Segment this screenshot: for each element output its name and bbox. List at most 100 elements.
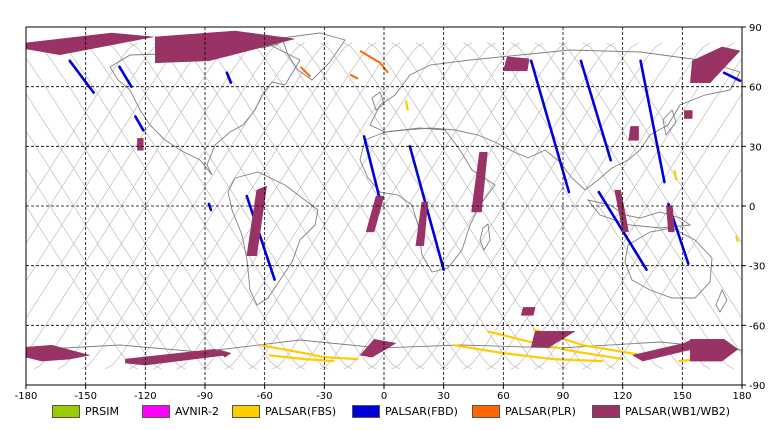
coastline-japan xyxy=(662,109,677,137)
x-tick-label: -150 xyxy=(74,391,97,400)
fbd-swath xyxy=(245,194,276,281)
legend-label-palsar-fbs: PALSAR(FBS) xyxy=(265,404,337,418)
y-tick-label: -30 xyxy=(749,262,765,273)
plr-swath xyxy=(349,73,359,80)
fbs-swath xyxy=(453,344,603,363)
wb-swath xyxy=(530,331,576,348)
coastline-antarctica xyxy=(26,339,742,385)
legend-swatch-palsar-plr xyxy=(472,404,500,418)
legend-item-prsim: PRSIM xyxy=(52,401,119,421)
legend: PRSIM AVNIR-2 PALSAR(FBS) PALSAR(FBD) PA… xyxy=(0,401,770,423)
legend-label-palsar-wb: PALSAR(WB1/WB2) xyxy=(625,404,731,418)
fbd-swath xyxy=(722,71,742,82)
x-tick-label: 60 xyxy=(497,391,510,400)
legend-item-palsar-wb: PALSAR(WB1/WB2) xyxy=(592,401,730,421)
wb-swath xyxy=(502,56,530,72)
y-tick-label: -60 xyxy=(749,321,765,332)
orbit-track xyxy=(57,42,281,370)
wb-swath xyxy=(666,205,675,233)
plr-swath xyxy=(359,50,389,74)
fbs-swath xyxy=(673,169,678,181)
wb-swath xyxy=(246,185,268,256)
x-tick-label: -120 xyxy=(134,391,157,400)
legend-swatch-palsar-fbs xyxy=(232,404,260,418)
legend-label-avnir2: AVNIR-2 xyxy=(175,404,219,418)
x-tick-label: 30 xyxy=(437,391,450,400)
legend-item-palsar-fbd: PALSAR(FBD) xyxy=(352,401,458,421)
orbit-track xyxy=(248,42,472,370)
legend-label-palsar-plr: PALSAR(PLR) xyxy=(505,404,576,418)
palsar-wb-coverage xyxy=(26,30,741,366)
x-tick-label: -60 xyxy=(256,391,272,400)
wb-swath xyxy=(359,339,397,358)
wb-swath xyxy=(690,339,739,362)
legend-item-avnir2: AVNIR-2 xyxy=(142,401,219,421)
wb-swath xyxy=(628,126,639,141)
wb-swath xyxy=(155,30,295,64)
latitude-tick-labels: 90 60 30 0 -30 -60 -90 xyxy=(742,23,765,392)
fbd-swath xyxy=(134,115,145,132)
wb-swath xyxy=(520,307,536,316)
y-tick-label: 30 xyxy=(749,142,762,153)
fbs-swath xyxy=(734,235,740,243)
graticule xyxy=(26,27,742,385)
longitude-tick-labels: -180 -150 -120 -90 -60 -30 0 30 60 90 120 150 180 xyxy=(15,385,752,400)
fbs-swath xyxy=(268,354,335,363)
fbd-swath xyxy=(68,59,95,94)
x-tick-label: 0 xyxy=(381,391,387,400)
legend-swatch-palsar-wb xyxy=(592,404,620,418)
orbit-track xyxy=(129,42,353,370)
orbit-track xyxy=(33,42,257,370)
x-tick-label: -90 xyxy=(197,391,213,400)
orbit-track xyxy=(463,42,687,370)
fbd-swath xyxy=(639,59,666,184)
y-tick-label: 0 xyxy=(749,202,755,213)
legend-label-prsim: PRSIM xyxy=(85,404,119,418)
coastline-madagascar xyxy=(479,223,491,252)
x-tick-label: 180 xyxy=(732,391,751,400)
coastline-south-america xyxy=(227,171,319,306)
wb-swath xyxy=(137,138,144,151)
wb-swath xyxy=(365,195,385,233)
x-tick-label: 90 xyxy=(557,391,570,400)
fbd-swath xyxy=(118,65,133,88)
wb-swath xyxy=(125,348,226,366)
coastline-africa xyxy=(359,127,496,273)
orbit-track xyxy=(153,42,377,370)
wb-swath xyxy=(216,348,232,358)
fbd-swath xyxy=(362,135,382,202)
fbs-swath xyxy=(260,344,359,361)
legend-item-palsar-plr: PALSAR(PLR) xyxy=(472,401,576,421)
wb-swath xyxy=(26,32,154,56)
x-tick-label: 120 xyxy=(613,391,632,400)
x-tick-label: -30 xyxy=(316,391,332,400)
fbd-swath xyxy=(225,71,233,84)
fbd-swath xyxy=(529,59,571,194)
wb-swath xyxy=(684,110,693,119)
fbd-swath xyxy=(207,202,213,212)
legend-swatch-prsim xyxy=(52,404,80,418)
fbs-swath xyxy=(404,100,409,111)
x-tick-label: 150 xyxy=(673,391,692,400)
orbit-track xyxy=(582,42,742,282)
y-tick-label: -90 xyxy=(749,381,765,392)
coastline-eurasia xyxy=(369,49,741,191)
wb-swath xyxy=(415,201,429,247)
y-tick-label: 60 xyxy=(749,83,762,94)
legend-item-palsar-fbs: PALSAR(FBS) xyxy=(232,401,336,421)
x-tick-label: -180 xyxy=(15,391,38,400)
coverage-map: -180 -150 -120 -90 -60 -30 0 30 60 90 120 150 180 90… xyxy=(15,23,766,400)
orbit-track xyxy=(26,42,138,207)
wb-swath xyxy=(690,46,741,83)
orbit-track xyxy=(26,167,162,370)
wb-swath xyxy=(471,152,488,213)
coastline-new-zealand xyxy=(715,288,728,313)
y-tick-label: 90 xyxy=(749,23,762,34)
wb-swath xyxy=(26,344,90,362)
legend-swatch-palsar-fbd xyxy=(352,404,380,418)
orbit-track xyxy=(26,205,138,370)
legend-swatch-avnir2 xyxy=(142,404,170,418)
fbd-swath xyxy=(579,59,613,162)
plr-swath xyxy=(299,66,312,78)
palsar-plr-coverage xyxy=(299,50,389,80)
